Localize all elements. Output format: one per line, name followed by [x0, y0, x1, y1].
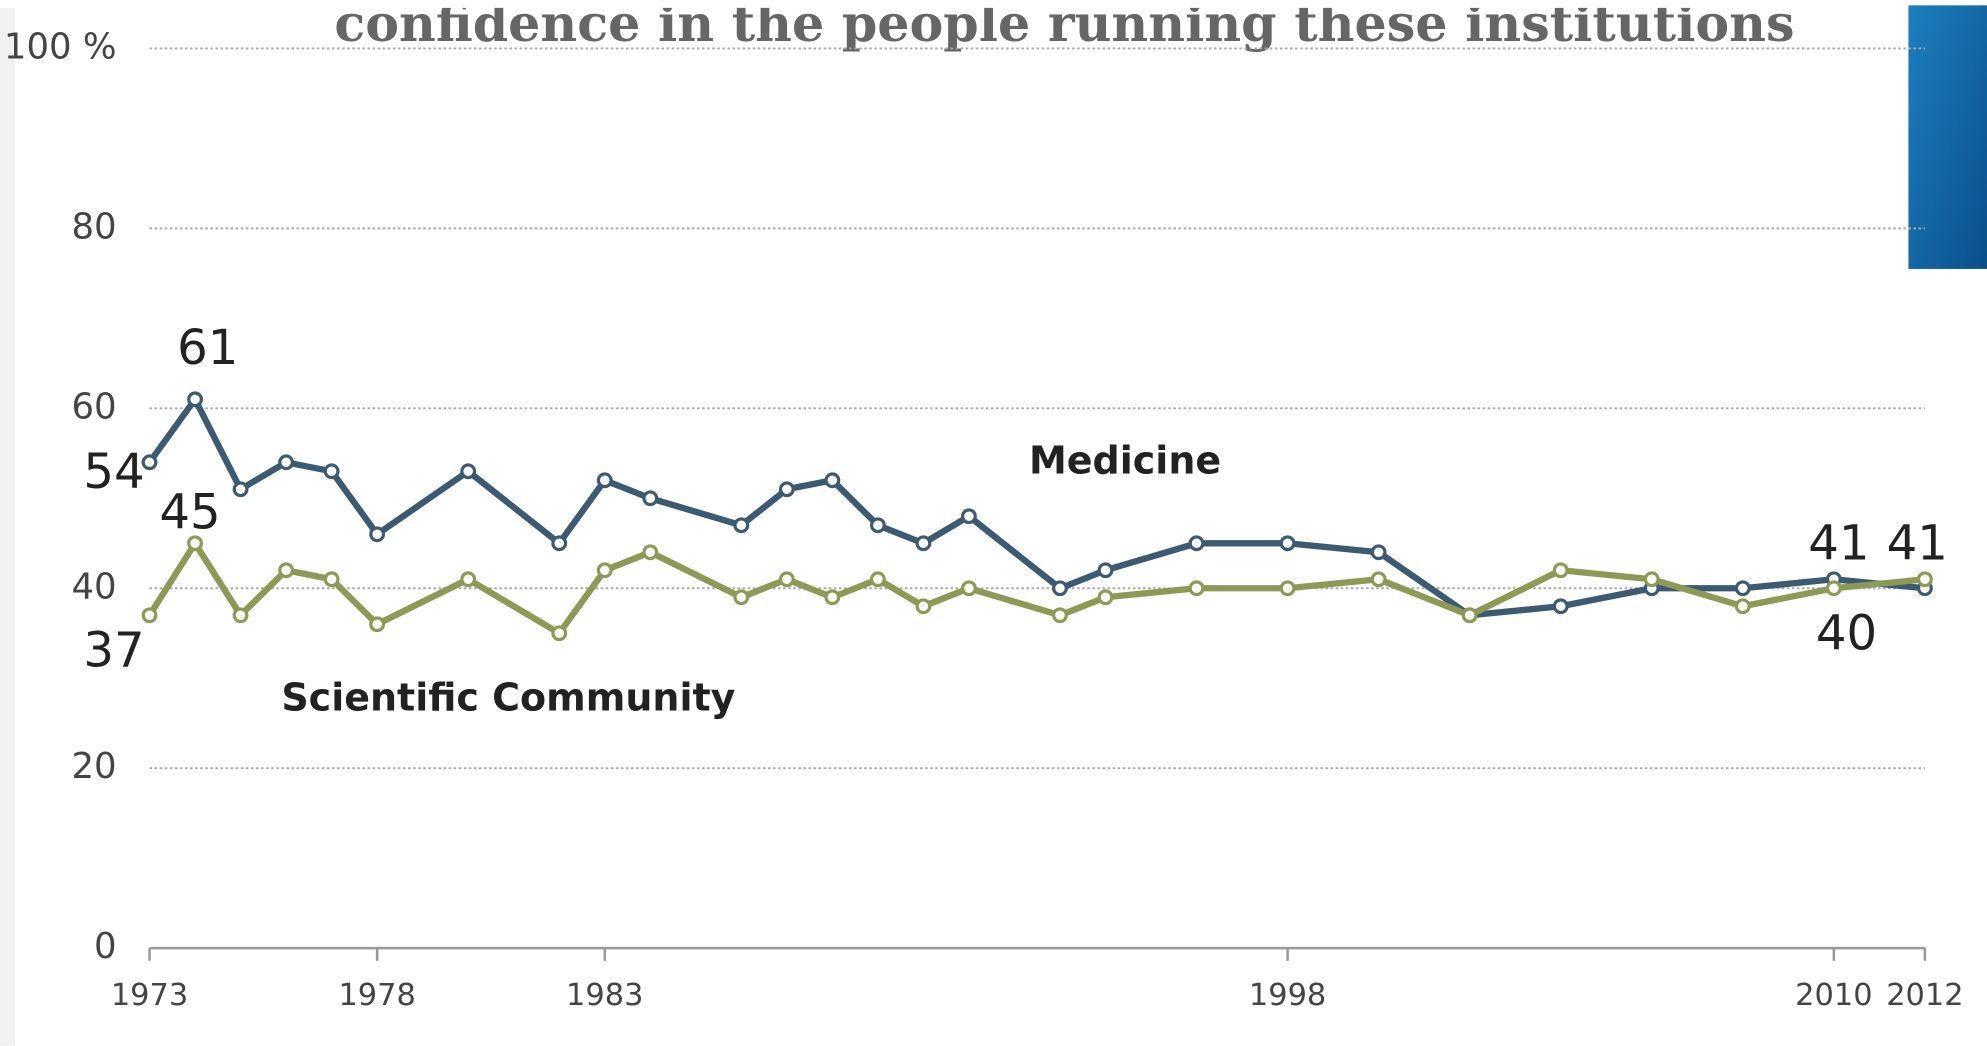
data-label: 41	[1808, 515, 1869, 571]
data-point	[961, 508, 977, 525]
data-point	[869, 517, 886, 534]
data-point	[1052, 580, 1068, 597]
data-label: 40	[1816, 605, 1877, 661]
data-point	[187, 391, 203, 408]
chart-title: confidence in the people running these i…	[334, 0, 1794, 53]
data-label: 45	[159, 484, 220, 540]
x-tick-label: 1998	[1249, 978, 1326, 1013]
data-point	[1643, 571, 1660, 588]
data-point	[1279, 580, 1296, 597]
data-point	[278, 454, 295, 471]
data-point	[278, 562, 295, 579]
data-point	[1552, 598, 1569, 615]
data-point	[460, 463, 477, 480]
data-point	[1097, 589, 1114, 606]
data-point	[323, 463, 340, 480]
data-point	[369, 616, 386, 633]
x-tick-label: 1973	[111, 978, 188, 1013]
data-label: 61	[177, 320, 238, 376]
y-tick-label: 0	[94, 926, 117, 967]
y-tick-label: 40	[71, 566, 116, 607]
data-point	[460, 571, 477, 588]
data-label: 41	[1887, 515, 1948, 571]
data-point	[232, 607, 249, 624]
data-point	[1552, 562, 1569, 579]
data-point	[915, 535, 932, 552]
data-point	[1734, 598, 1751, 615]
data-point	[961, 580, 977, 597]
data-point	[915, 598, 932, 615]
data-point	[323, 571, 340, 588]
data-point	[824, 472, 841, 489]
y-tick-label: 60	[71, 386, 116, 427]
y-tick-label: 100 %	[4, 26, 117, 67]
data-point	[869, 571, 886, 588]
data-point	[778, 481, 795, 498]
data-point	[733, 589, 750, 606]
y-tick-label: 80	[71, 206, 116, 247]
data-point	[1279, 535, 1296, 552]
x-tick-label: 2010	[1795, 978, 1872, 1013]
data-point	[1370, 571, 1387, 588]
crop	[0, 0, 1987, 8]
data-point	[187, 535, 203, 552]
data-point	[551, 535, 568, 552]
data-label: 37	[83, 622, 144, 678]
data-point	[1916, 571, 1933, 588]
data-point	[642, 544, 659, 561]
data-point	[1370, 544, 1387, 561]
thumbnail	[1908, 5, 1987, 269]
data-point	[141, 454, 158, 471]
data-point	[733, 517, 750, 534]
data-point	[1052, 607, 1068, 624]
data-point	[551, 625, 568, 642]
x-tick-label: 1983	[566, 978, 643, 1013]
data-point	[778, 571, 795, 588]
data-point	[824, 589, 841, 606]
data-point	[369, 526, 386, 543]
left-strip	[0, 0, 16, 1046]
data-point	[1825, 580, 1842, 597]
data-point	[1734, 580, 1751, 597]
data-point	[1188, 535, 1205, 552]
x-tick-label: 2012	[1886, 978, 1963, 1013]
data-point	[1461, 607, 1478, 624]
data-point	[232, 481, 249, 498]
data-point	[141, 607, 158, 624]
data-point	[642, 490, 659, 507]
series-label: Scientific Community	[281, 675, 735, 719]
data-point	[596, 472, 613, 489]
data-point	[596, 562, 613, 579]
data-point	[1097, 562, 1114, 579]
series-label: Medicine	[1029, 438, 1221, 482]
y-tick-label: 20	[71, 746, 116, 787]
x-tick-label: 1978	[338, 978, 415, 1013]
data-point	[1188, 580, 1205, 597]
data-label: 54	[83, 444, 144, 500]
